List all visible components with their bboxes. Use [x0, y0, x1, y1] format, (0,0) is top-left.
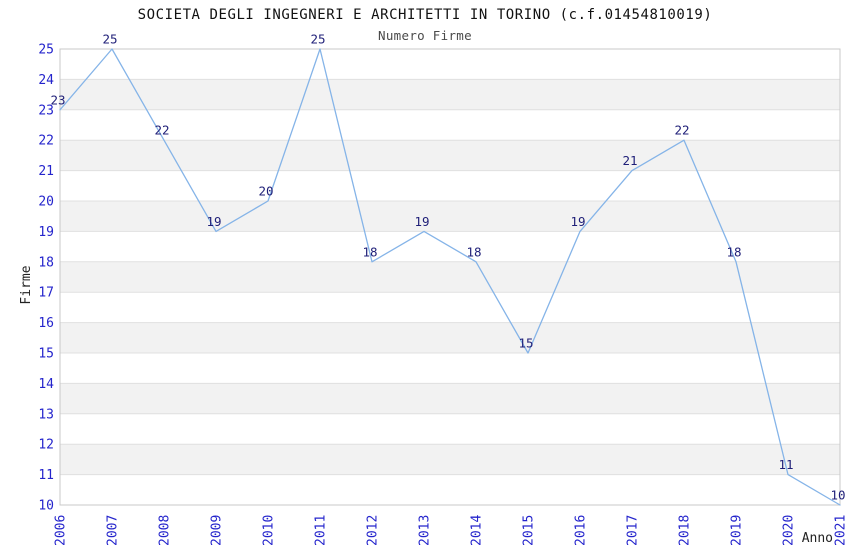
data-point-label: 19 [414, 214, 429, 229]
y-tick-label: 23 [38, 103, 54, 118]
x-tick-label: 2006 [54, 515, 69, 546]
series-line [59, 48, 841, 506]
plot-border [59, 48, 841, 506]
data-point-label: 15 [518, 336, 533, 351]
data-point-label: 19 [570, 214, 585, 229]
y-tick-label: 19 [38, 225, 54, 240]
y-tick-label: 17 [38, 286, 54, 301]
grid-band [60, 322, 840, 353]
data-point-label: 20 [258, 184, 273, 199]
y-tick-label: 10 [38, 499, 54, 514]
y-tick-label: 18 [38, 255, 54, 270]
x-tick-label: 2009 [210, 515, 225, 546]
data-point-label: 18 [362, 244, 377, 259]
data-point-label: 10 [830, 488, 845, 503]
data-point-label: 18 [726, 244, 741, 259]
grid-band [60, 201, 840, 232]
y-tick-label: 15 [38, 347, 54, 362]
y-tick-label: 21 [38, 164, 54, 179]
data-point-label: 22 [674, 123, 689, 138]
grid-band [60, 444, 840, 475]
x-tick-label: 2007 [106, 515, 121, 546]
y-tick-label: 11 [38, 468, 54, 483]
x-tick-label: 2017 [626, 515, 641, 546]
x-tick-label: 2018 [678, 515, 693, 546]
data-point-label: 11 [778, 457, 793, 472]
y-tick-label: 13 [38, 407, 54, 422]
chart-title: SOCIETA DEGLI INGEGNERI E ARCHITETTI IN … [137, 7, 713, 23]
y-tick-label: 20 [38, 195, 54, 210]
data-point-label: 22 [154, 123, 169, 138]
grid-band [60, 140, 840, 171]
y-tick-label: 25 [38, 43, 54, 58]
y-axis-title: Firme [19, 265, 34, 304]
x-tick-label: 2013 [418, 515, 433, 546]
y-tick-label: 22 [38, 134, 54, 149]
x-tick-label: 2020 [782, 515, 797, 546]
grid-band [60, 79, 840, 110]
grid-band [60, 261, 840, 293]
x-tick-label: 2010 [262, 515, 277, 546]
y-tick-label: 16 [38, 316, 54, 331]
x-axis-title: Anno [802, 531, 833, 546]
y-tick-label: 12 [38, 438, 54, 453]
x-tick-label: 2008 [158, 515, 173, 546]
data-point-label: 21 [622, 153, 637, 168]
grid-band [60, 383, 840, 414]
y-tick-label: 14 [38, 377, 54, 392]
chart-subtitle: Numero Firme [378, 28, 472, 43]
data-point-label: 18 [466, 244, 481, 259]
data-point-label: 19 [206, 214, 221, 229]
x-tick-label: 2011 [314, 515, 329, 546]
y-tick-label: 24 [38, 73, 54, 88]
x-tick-label: 2014 [470, 515, 485, 546]
data-point-label: 25 [310, 32, 325, 47]
data-point-label: 23 [50, 92, 65, 107]
x-tick-label: 2016 [574, 515, 589, 546]
x-tick-label: 2015 [522, 515, 537, 546]
x-tick-label: 2012 [366, 515, 381, 546]
data-point-label: 25 [102, 32, 117, 47]
x-tick-label: 2021 [834, 515, 849, 546]
x-tick-label: 2019 [730, 515, 745, 546]
